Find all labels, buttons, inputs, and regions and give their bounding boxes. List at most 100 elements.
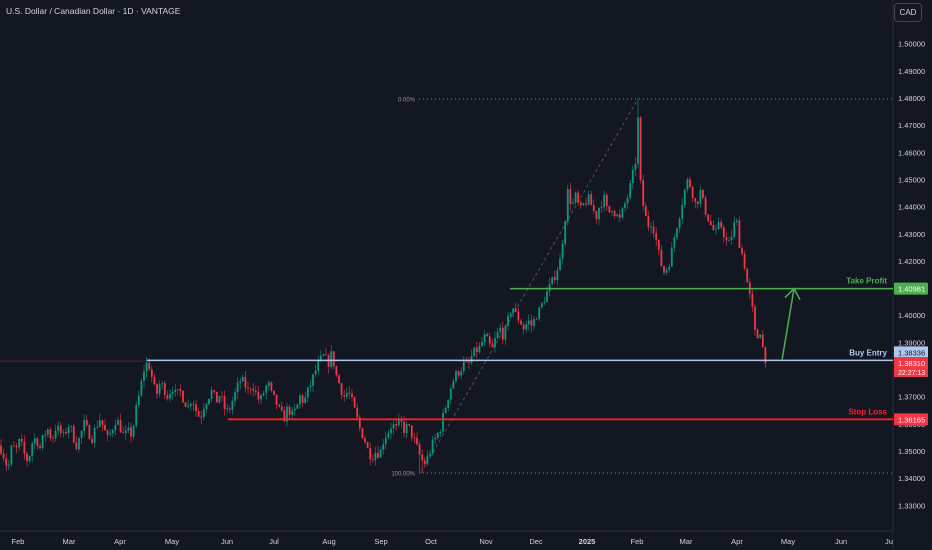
candle-body xyxy=(23,441,26,454)
level-label-buy-entry: Buy Entry xyxy=(849,348,887,357)
candle-body xyxy=(647,216,650,228)
candle-body xyxy=(566,189,569,222)
candle-body xyxy=(577,192,580,203)
candle-body xyxy=(132,425,135,437)
candle-body xyxy=(176,389,179,391)
candle-body xyxy=(408,424,411,426)
candle-body xyxy=(423,460,426,465)
candle-body xyxy=(670,247,673,267)
candle-body xyxy=(104,425,106,431)
candle-body xyxy=(600,206,603,208)
candle-body xyxy=(733,222,736,237)
candle-body xyxy=(538,307,541,320)
candle-body xyxy=(127,427,130,431)
candle-body xyxy=(639,117,642,181)
fib-trendline[interactable] xyxy=(420,98,639,474)
price-tick-label: 1.45000 xyxy=(898,175,925,184)
candle-body xyxy=(345,392,348,397)
arrow-shaft[interactable] xyxy=(781,288,795,361)
candle-body xyxy=(595,211,598,220)
arrow-head[interactable] xyxy=(784,287,801,300)
candle-body xyxy=(369,448,372,460)
candle-body xyxy=(465,361,468,363)
time-tick-label: Apr xyxy=(114,537,126,546)
level-label-stop-loss: Stop Loss xyxy=(848,407,887,416)
price-tick-label: 1.50000 xyxy=(898,40,925,49)
candle-body xyxy=(561,243,564,259)
candle-body xyxy=(254,390,257,392)
fib-level-label: 0.00% xyxy=(398,97,416,103)
candle-body xyxy=(130,427,132,437)
candle-body xyxy=(613,211,616,217)
candle-body xyxy=(301,395,304,403)
candle-body xyxy=(39,445,41,449)
candle-body xyxy=(273,390,275,395)
currency-button[interactable]: CAD xyxy=(894,3,922,22)
candle-body xyxy=(262,393,265,396)
candle-body xyxy=(169,394,171,399)
candle-body xyxy=(187,405,190,407)
candle-body xyxy=(59,425,62,433)
candle-body xyxy=(460,371,463,376)
projection-arrow[interactable] xyxy=(781,287,801,361)
candle-body xyxy=(122,432,125,434)
candle-body xyxy=(231,401,234,410)
candle-body xyxy=(343,395,346,397)
candle-body xyxy=(117,420,119,425)
candle-body xyxy=(356,407,359,418)
candle-body xyxy=(226,408,229,410)
candle-body xyxy=(189,403,192,406)
candle-body xyxy=(304,397,307,403)
candle-body xyxy=(106,430,109,435)
candle-body xyxy=(358,417,361,429)
candle-body xyxy=(26,453,28,462)
candle-body xyxy=(702,189,704,198)
candle-body xyxy=(540,303,543,308)
candle-body xyxy=(213,390,216,392)
price-tick-label: 1.46000 xyxy=(898,148,925,157)
candle-body xyxy=(85,420,88,426)
candle-body xyxy=(483,334,486,342)
candle-body xyxy=(486,334,489,337)
candle-body xyxy=(491,343,494,348)
time-tick-label: Sep xyxy=(374,537,387,546)
candle-body xyxy=(655,233,658,240)
candle-body xyxy=(197,411,200,417)
candle-body xyxy=(681,204,684,219)
candle-body xyxy=(543,301,546,304)
candle-body xyxy=(616,214,619,217)
trade-levels[interactable]: Take Profit Buy Entry Stop Loss xyxy=(0,277,893,421)
candle-body xyxy=(642,180,645,207)
candle-body xyxy=(182,390,184,403)
candle-body xyxy=(150,369,153,377)
candle-body xyxy=(416,437,418,445)
candle-body xyxy=(590,194,593,206)
take-profit-price-tag: 1.40981 xyxy=(898,285,925,294)
candle-body xyxy=(574,192,577,203)
candle-body xyxy=(421,454,424,461)
time-tick-label: Oct xyxy=(425,537,438,546)
candle-body xyxy=(452,381,455,389)
time-axis[interactable]: Feb Mar Apr May Jun Jul Aug Sep Oct Nov Dec 2025 Feb… xyxy=(12,537,893,546)
fibonacci-retracement[interactable]: 0.00% 100.00% xyxy=(391,97,893,477)
candle-body xyxy=(163,383,166,396)
candle-body xyxy=(158,384,161,394)
candle-body xyxy=(678,218,681,229)
candle-body xyxy=(2,453,5,459)
fib-level-label: 100.00% xyxy=(391,471,415,477)
candle-body xyxy=(70,426,73,428)
candle-body xyxy=(208,398,210,405)
candle-body xyxy=(143,371,145,382)
candle-body xyxy=(533,319,535,326)
candle-body xyxy=(569,189,572,204)
candle-body xyxy=(634,163,637,170)
candle-body xyxy=(83,420,86,431)
time-tick-label: Nov xyxy=(479,537,493,546)
price-tick-label: 1.43000 xyxy=(898,230,925,239)
time-tick-label: May xyxy=(165,537,179,546)
candle-body xyxy=(556,270,559,281)
time-tick-label: Dec xyxy=(529,537,543,546)
candle-body xyxy=(426,455,429,465)
candle-body xyxy=(332,351,335,367)
